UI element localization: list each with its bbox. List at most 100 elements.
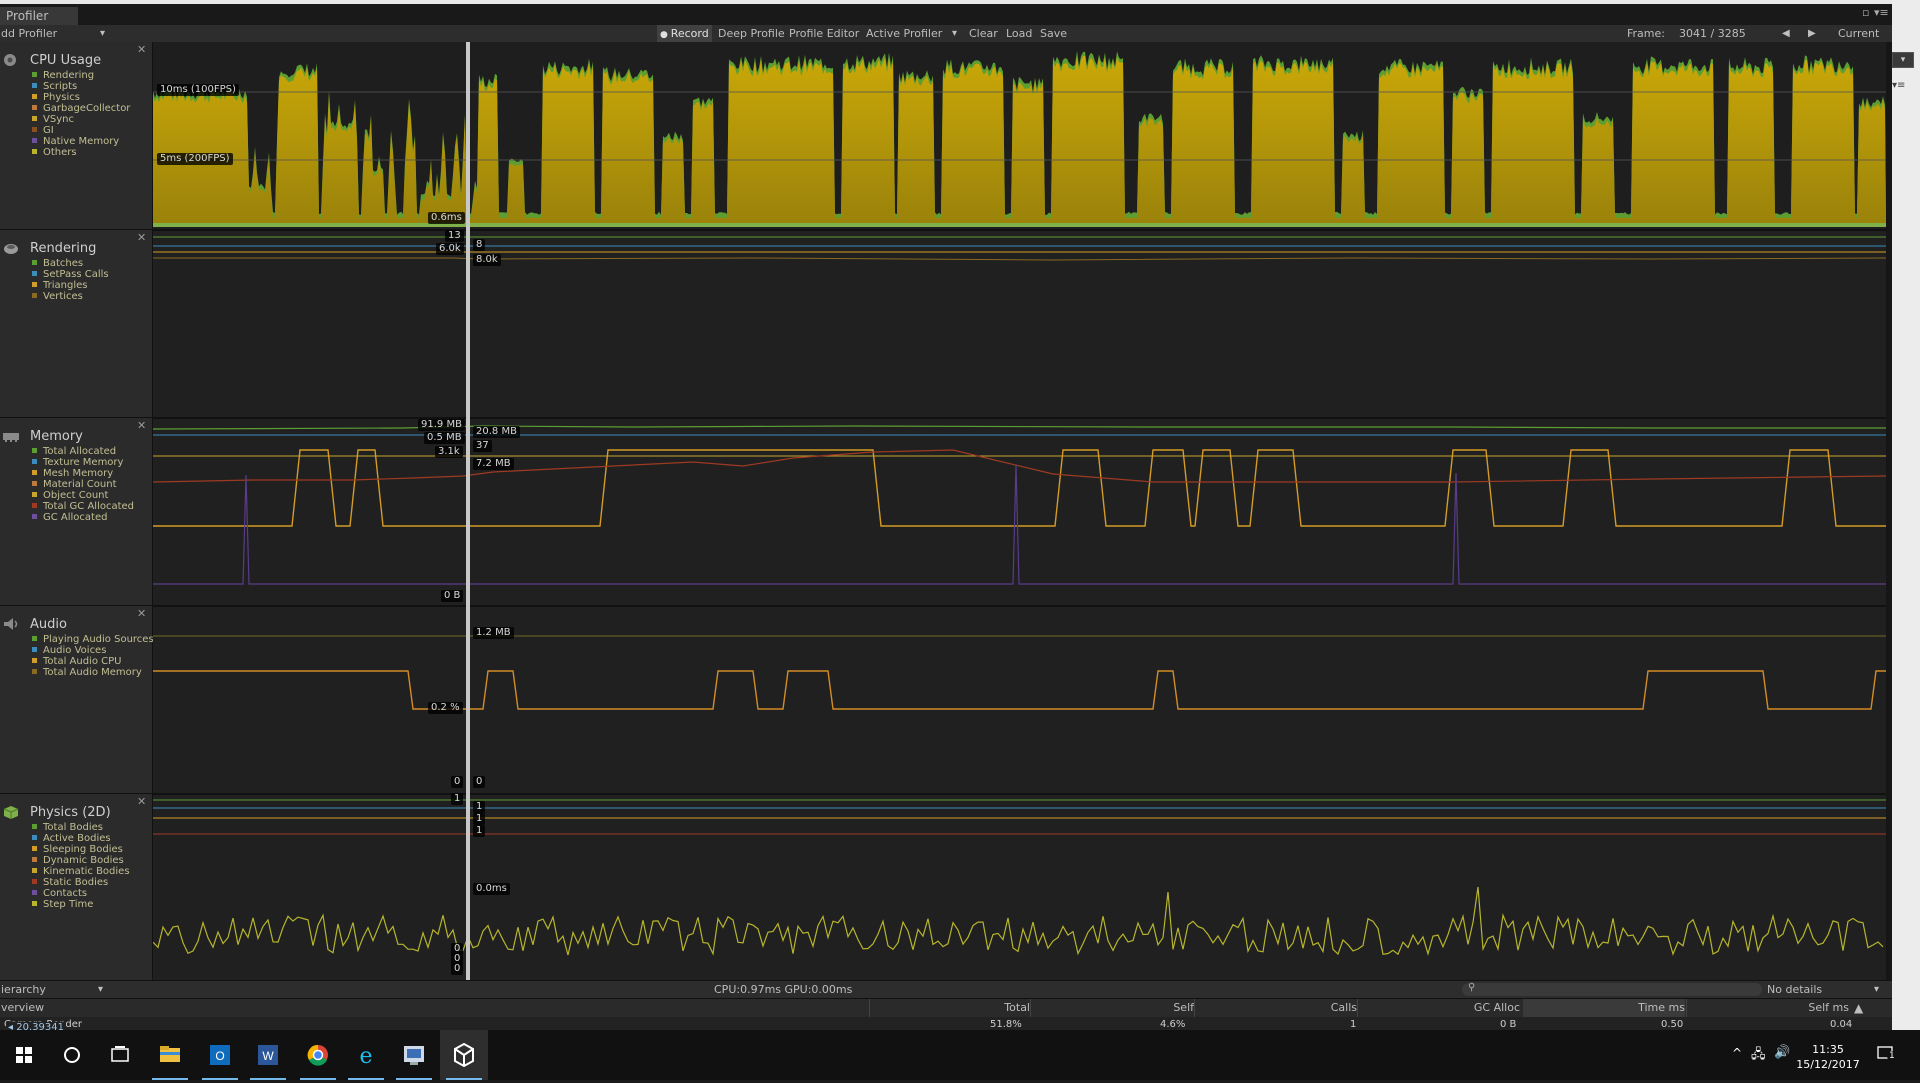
- legend-item-kinematic-bodies[interactable]: Kinematic Bodies: [32, 866, 130, 877]
- volume-icon[interactable]: 🔊: [1774, 1045, 1791, 1060]
- load-button[interactable]: Load: [1006, 27, 1033, 40]
- legend-item-active-bodies[interactable]: Active Bodies: [32, 833, 130, 844]
- search-button[interactable]: [48, 1030, 96, 1080]
- legend-item-total-allocated[interactable]: Total Allocated: [32, 446, 134, 457]
- add-profiler-dropdown[interactable]: dd Profiler: [1, 27, 58, 40]
- legend-item-dynamic-bodies[interactable]: Dynamic Bodies: [32, 855, 130, 866]
- legend-item-object-count[interactable]: Object Count: [32, 490, 134, 501]
- legend-item-scripts[interactable]: Scripts: [32, 81, 130, 92]
- section-memory[interactable]: Memory ✕ Total Allocated Texture Memory …: [0, 418, 152, 606]
- add-profiler-chevron-icon[interactable]: ▾: [100, 28, 106, 39]
- legend-item-others[interactable]: Others: [32, 147, 130, 158]
- start-button[interactable]: [0, 1030, 48, 1080]
- active-profiler-chevron-icon[interactable]: ▾: [952, 28, 958, 39]
- details-chevron-icon[interactable]: ▾: [1874, 984, 1880, 995]
- column-time-ms[interactable]: Time ms: [1523, 999, 1685, 1017]
- total-allocated-line: [153, 425, 1886, 430]
- chrome-button[interactable]: [294, 1030, 342, 1080]
- legend-item-physics[interactable]: Physics: [32, 92, 130, 103]
- legend-item-texture-memory[interactable]: Texture Memory: [32, 457, 134, 468]
- tab-profiler[interactable]: Profiler: [0, 7, 78, 25]
- profile-editor-button[interactable]: Profile Editor: [789, 27, 860, 40]
- internet-explorer-button[interactable]: e: [342, 1030, 390, 1080]
- show-hidden-icons-icon[interactable]: ^: [1732, 1046, 1743, 1060]
- legend-item-contacts[interactable]: Contacts: [32, 888, 130, 899]
- close-icon[interactable]: ✕: [137, 795, 147, 808]
- details-dropdown[interactable]: No details: [1767, 983, 1823, 996]
- close-icon[interactable]: ✕: [137, 231, 147, 244]
- legend-item-vsync[interactable]: VSync: [32, 114, 130, 125]
- action-center-button[interactable]: 1: [1876, 1044, 1897, 1064]
- panel-dropdown-button[interactable]: ▾: [1892, 52, 1914, 68]
- section-title: CPU Usage: [30, 53, 102, 68]
- window-menu-icon[interactable]: ▾≡: [1874, 6, 1889, 19]
- network-icon[interactable]: 🖧: [1751, 1047, 1766, 1062]
- word-button[interactable]: W: [244, 1030, 292, 1080]
- legend-item-batches[interactable]: Batches: [32, 258, 109, 269]
- record-button[interactable]: ● Record: [657, 25, 712, 42]
- legend-item-rendering[interactable]: Rendering: [32, 70, 130, 81]
- file-explorer-button[interactable]: [146, 1030, 194, 1080]
- clock-date: 15/12/2017: [1796, 1058, 1860, 1071]
- legend-item-sleeping-bodies[interactable]: Sleeping Bodies: [32, 844, 130, 855]
- current-frame-button[interactable]: Current: [1838, 27, 1880, 40]
- legend-item-total-bodies[interactable]: Total Bodies: [32, 822, 130, 833]
- active-profiler-dropdown[interactable]: Active Profiler: [866, 27, 943, 40]
- legend-item-total-audio-memory[interactable]: Total Audio Memory: [32, 667, 154, 678]
- prev-frame-icon[interactable]: ◀: [1782, 28, 1790, 39]
- outlook-icon: O: [210, 1045, 230, 1065]
- table-row[interactable]: Camera.Render ◂ 20.39341 51.8% 4.6% 1 0 …: [0, 1017, 1892, 1030]
- section-physics-2d[interactable]: Physics (2D) ✕ Total Bodies Active Bodie…: [0, 794, 152, 981]
- column-self-ms[interactable]: Self ms: [1686, 999, 1849, 1017]
- save-button[interactable]: Save: [1040, 27, 1068, 40]
- view-mode-dropdown[interactable]: ierarchy: [1, 983, 46, 996]
- column-overview[interactable]: verview: [1, 1001, 45, 1014]
- legend-item-audio-voices[interactable]: Audio Voices: [32, 645, 154, 656]
- clear-button[interactable]: Clear: [969, 27, 998, 40]
- column-calls[interactable]: Calls: [1194, 999, 1357, 1017]
- legend-item-gi[interactable]: GI: [32, 125, 130, 136]
- legend-item-material-count[interactable]: Material Count: [32, 479, 134, 490]
- triangles-value: 6.0k: [436, 243, 464, 255]
- legend-item-mesh-memory[interactable]: Mesh Memory: [32, 468, 134, 479]
- selected-frame-marker[interactable]: [466, 42, 470, 980]
- legend-item-total-audio-cpu[interactable]: Total Audio CPU: [32, 656, 154, 667]
- panel-menu-icon[interactable]: ▾≡: [1892, 80, 1906, 91]
- legend-item-total-gc-allocated[interactable]: Total GC Allocated: [32, 501, 134, 512]
- search-input[interactable]: ⚲: [1462, 982, 1762, 996]
- legend-item-static-bodies[interactable]: Static Bodies: [32, 877, 130, 888]
- legend-item-setpass-calls[interactable]: SetPass Calls: [32, 269, 109, 280]
- legend-item-step-time[interactable]: Step Time: [32, 899, 130, 910]
- legend-item-garbagecollector[interactable]: GarbageCollector: [32, 103, 130, 114]
- legend-item-native-memory[interactable]: Native Memory: [32, 136, 130, 147]
- legend-item-triangles[interactable]: Triangles: [32, 280, 109, 291]
- legend-item-playing-audio-sources[interactable]: Playing Audio Sources: [32, 634, 154, 645]
- active-bodies-value: 1: [473, 801, 486, 813]
- deep-profile-button[interactable]: Deep Profile: [718, 27, 785, 40]
- chart-area[interactable]: 10ms (100FPS) 5ms (200FPS) 0.6ms 13 6.0k…: [153, 42, 1886, 980]
- close-icon[interactable]: ✕: [137, 419, 147, 432]
- sort-ascending-icon[interactable]: ▲: [1854, 1001, 1864, 1015]
- maximize-icon[interactable]: ▫: [1862, 6, 1870, 19]
- charts-svg[interactable]: [153, 42, 1886, 980]
- legend-item-gc-allocated[interactable]: GC Allocated: [32, 512, 134, 523]
- chart-scrollbar[interactable]: [1886, 42, 1892, 1004]
- vertices-line: [153, 257, 1886, 261]
- section-rendering[interactable]: Rendering ✕ Batches SetPass Calls Triang…: [0, 230, 152, 418]
- column-gc-alloc[interactable]: GC Alloc: [1357, 999, 1520, 1017]
- next-frame-icon[interactable]: ▶: [1808, 28, 1816, 39]
- view-mode-chevron-icon[interactable]: ▾: [98, 984, 104, 995]
- section-audio[interactable]: Audio ✕ Playing Audio Sources Audio Voic…: [0, 606, 154, 794]
- column-self[interactable]: Self: [1030, 999, 1194, 1017]
- outlook-button[interactable]: O: [196, 1030, 244, 1080]
- close-icon[interactable]: ✕: [137, 607, 147, 620]
- remote-app-button[interactable]: [390, 1030, 438, 1080]
- column-total[interactable]: Total: [869, 999, 1030, 1017]
- close-icon[interactable]: ✕: [137, 43, 147, 56]
- legend-item-vertices[interactable]: Vertices: [32, 291, 109, 302]
- task-view-button[interactable]: [96, 1030, 144, 1080]
- windows-taskbar: O W e ^ 🖧 🔊 11:35 15/12/2017 1: [0, 1030, 1920, 1080]
- system-clock[interactable]: 11:35 15/12/2017: [1796, 1042, 1860, 1072]
- section-cpu-usage[interactable]: CPU Usage ✕ Rendering Scripts Physics Ga…: [0, 42, 152, 230]
- unity-button[interactable]: [440, 1030, 488, 1080]
